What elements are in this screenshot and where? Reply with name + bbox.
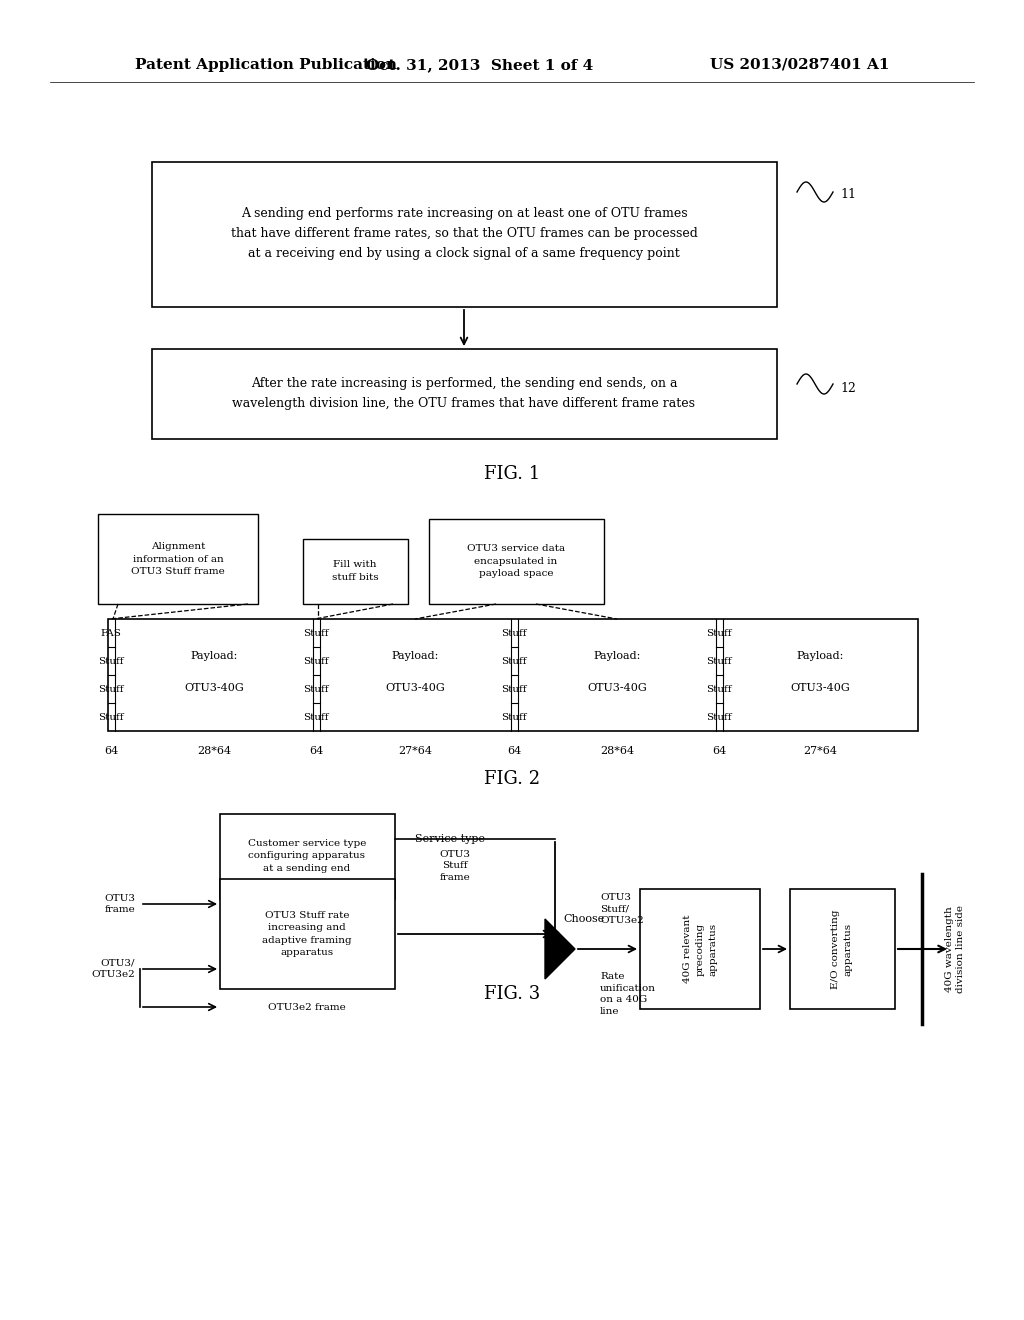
Text: 40G relevant
precoding
apparatus: 40G relevant precoding apparatus xyxy=(683,915,717,983)
Text: A sending end performs rate increasing on at least one of OTU frames
that have d: A sending end performs rate increasing o… xyxy=(230,207,697,260)
Text: Stuff: Stuff xyxy=(502,628,526,638)
Text: OTU3
Stuff/
OTU3e2: OTU3 Stuff/ OTU3e2 xyxy=(600,892,644,925)
Text: OTU3-40G: OTU3-40G xyxy=(184,684,244,693)
Text: 40G wavelength
division line side: 40G wavelength division line side xyxy=(944,906,966,993)
Text: Stuff: Stuff xyxy=(502,713,526,722)
Text: Stuff: Stuff xyxy=(502,685,526,693)
Text: Payload:: Payload: xyxy=(391,651,438,661)
Bar xyxy=(98,513,258,605)
Text: OTU3-40G: OTU3-40G xyxy=(587,684,647,693)
Text: OTU3 service data
encapsulated in
payload space: OTU3 service data encapsulated in payloa… xyxy=(467,544,565,578)
Text: OTU3-40G: OTU3-40G xyxy=(385,684,444,693)
Text: Service type: Service type xyxy=(415,834,485,843)
Text: FAS: FAS xyxy=(100,628,122,638)
Text: OTU3 Stuff rate
increasing and
adaptive framing
apparatus: OTU3 Stuff rate increasing and adaptive … xyxy=(262,911,352,957)
Text: 28*64: 28*64 xyxy=(197,746,231,756)
Text: OTU3-40G: OTU3-40G xyxy=(791,684,850,693)
Bar xyxy=(220,814,395,899)
Text: OTU3/
OTU3e2: OTU3/ OTU3e2 xyxy=(91,958,135,979)
Text: 64: 64 xyxy=(712,746,726,756)
Text: Patent Application Publication: Patent Application Publication xyxy=(135,58,397,73)
Text: OTU3e2 frame: OTU3e2 frame xyxy=(268,1002,346,1011)
Text: US 2013/0287401 A1: US 2013/0287401 A1 xyxy=(711,58,890,73)
Text: Stuff: Stuff xyxy=(303,656,329,665)
Text: Customer service type
configuring apparatus
at a sending end: Customer service type configuring appara… xyxy=(248,840,367,873)
Text: FIG. 2: FIG. 2 xyxy=(484,770,540,788)
Text: Stuff: Stuff xyxy=(707,628,732,638)
Text: Stuff: Stuff xyxy=(98,656,124,665)
Text: 28*64: 28*64 xyxy=(600,746,634,756)
Text: Stuff: Stuff xyxy=(502,656,526,665)
Text: Stuff: Stuff xyxy=(98,685,124,693)
Text: 12: 12 xyxy=(840,383,856,396)
Text: Stuff: Stuff xyxy=(707,685,732,693)
Text: Payload:: Payload: xyxy=(593,651,641,661)
Text: After the rate increasing is performed, the sending end sends, on a
wavelength d: After the rate increasing is performed, … xyxy=(232,378,695,411)
Text: 64: 64 xyxy=(103,746,118,756)
Text: 64: 64 xyxy=(507,746,521,756)
Bar xyxy=(790,888,895,1008)
Text: Stuff: Stuff xyxy=(707,713,732,722)
Text: Stuff: Stuff xyxy=(707,656,732,665)
Text: FIG. 3: FIG. 3 xyxy=(484,985,540,1003)
Polygon shape xyxy=(545,919,575,979)
Text: Stuff: Stuff xyxy=(303,713,329,722)
Text: Alignment
information of an
OTU3 Stuff frame: Alignment information of an OTU3 Stuff f… xyxy=(131,543,225,576)
Text: 27*64: 27*64 xyxy=(398,746,432,756)
Bar xyxy=(152,348,777,440)
Text: 64: 64 xyxy=(309,746,324,756)
Text: Choose: Choose xyxy=(563,913,604,924)
Text: Rate
unification
on a 40G
line: Rate unification on a 40G line xyxy=(600,972,656,1016)
Bar xyxy=(640,888,760,1008)
Text: Stuff: Stuff xyxy=(303,628,329,638)
Text: Payload:: Payload: xyxy=(797,651,844,661)
Text: OTU3
frame: OTU3 frame xyxy=(104,894,135,915)
Text: OTU3
Stuff
frame: OTU3 Stuff frame xyxy=(439,850,470,882)
Bar xyxy=(108,619,918,731)
Text: E/O converting
apparatus: E/O converting apparatus xyxy=(831,909,853,989)
Text: Oct. 31, 2013  Sheet 1 of 4: Oct. 31, 2013 Sheet 1 of 4 xyxy=(367,58,594,73)
Text: Fill with
stuff bits: Fill with stuff bits xyxy=(332,560,378,582)
Bar xyxy=(429,519,604,605)
Text: Payload:: Payload: xyxy=(190,651,238,661)
Text: FIG. 1: FIG. 1 xyxy=(484,465,540,483)
Bar xyxy=(220,879,395,989)
Text: 11: 11 xyxy=(840,189,856,202)
Bar xyxy=(303,539,408,605)
Text: Stuff: Stuff xyxy=(98,713,124,722)
Text: 27*64: 27*64 xyxy=(803,746,837,756)
Bar xyxy=(152,162,777,308)
Text: Stuff: Stuff xyxy=(303,685,329,693)
